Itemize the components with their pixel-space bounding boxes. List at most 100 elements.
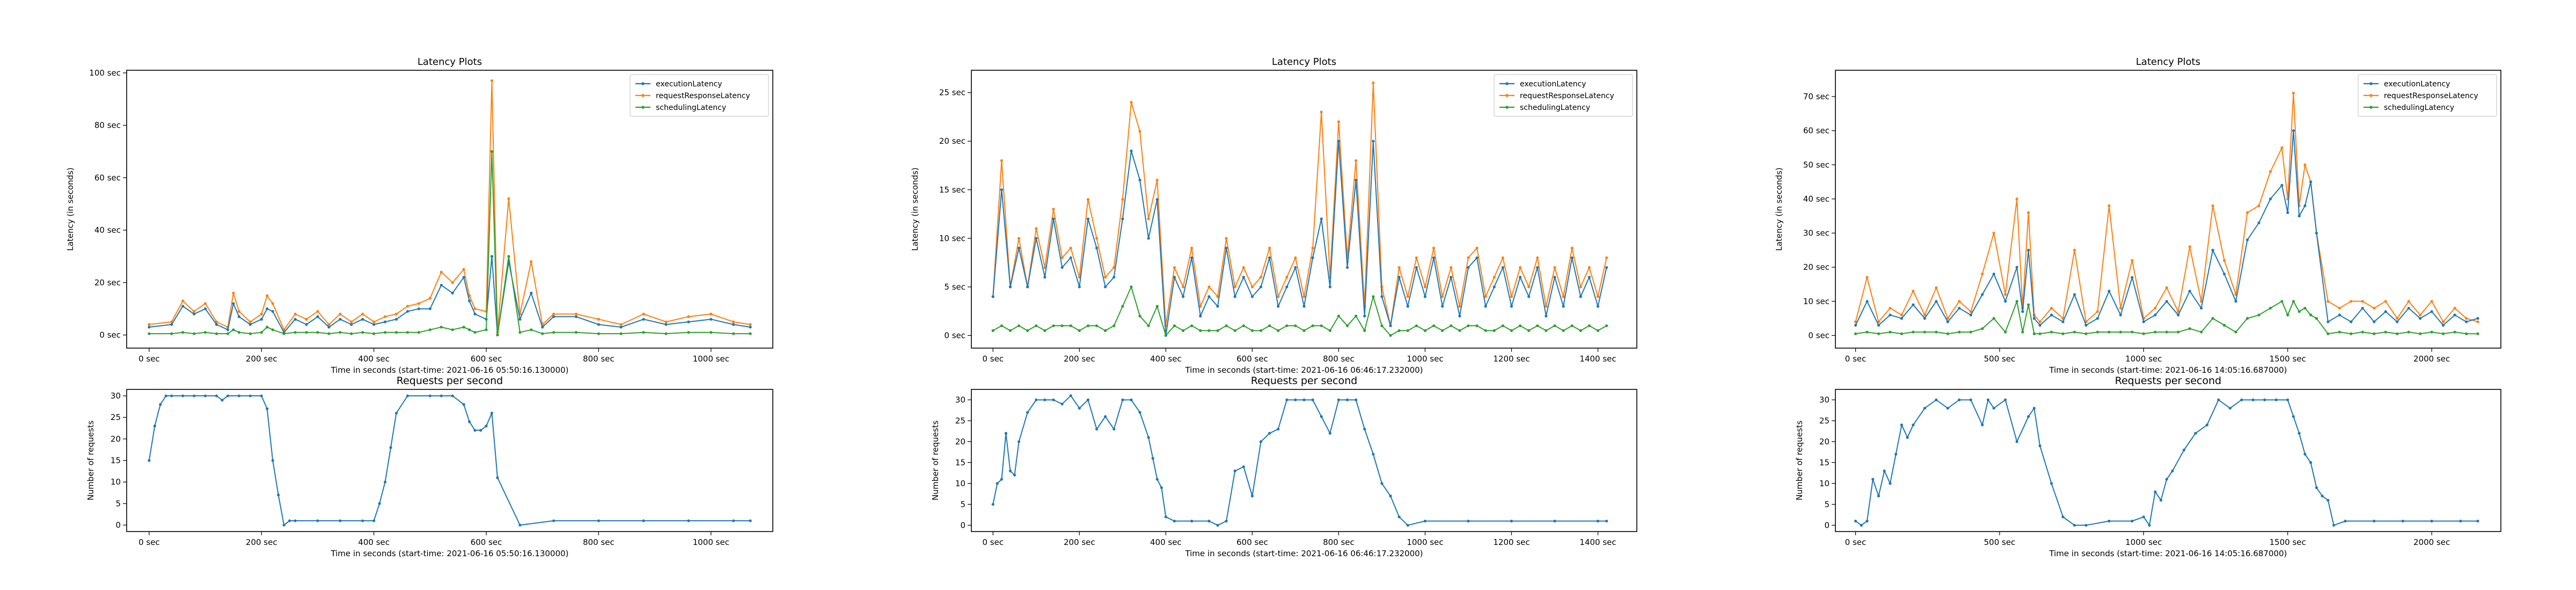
requests-point	[1233, 469, 1236, 473]
requests-point	[2315, 486, 2318, 489]
executionLatency-point	[541, 326, 544, 329]
requestResponseLatency-point	[1302, 295, 1306, 298]
x-tick-label: 200 sec	[246, 354, 277, 364]
executionLatency-point	[2338, 313, 2341, 316]
latency-plot-frame	[1835, 70, 2501, 349]
requestResponseLatency-point	[361, 312, 364, 316]
schedulingLatency-point	[2419, 332, 2422, 335]
executionLatency-point	[1545, 314, 1548, 318]
requests-point	[1860, 523, 1863, 527]
executionLatency-point	[1605, 266, 1608, 269]
requests-point	[384, 481, 387, 484]
schedulingLatency-point	[1450, 324, 1453, 327]
executionLatency-point	[664, 323, 668, 326]
schedulingLatency-point	[2004, 330, 2007, 334]
executionLatency-point	[1328, 285, 1331, 289]
requestResponseLatency-point	[394, 312, 398, 316]
executionLatency-point	[1121, 217, 1124, 220]
requestResponseLatency-point	[1553, 266, 1556, 269]
schedulingLatency-point	[2021, 330, 2024, 334]
requests-point	[1320, 415, 1323, 418]
requestResponseLatency-point	[1138, 130, 1141, 133]
y-tick-label: 15 sec	[939, 185, 965, 195]
schedulingLatency-point	[1328, 329, 1331, 332]
requestResponseLatency-point	[2154, 306, 2157, 310]
y-tick-label: 15	[111, 456, 121, 466]
rps-y-axis-label: Number of requests	[86, 421, 96, 500]
requests-point	[2228, 407, 2232, 410]
rps-x-axis-label: Time in seconds (start-time: 2021-06-16 …	[330, 549, 568, 558]
schedulingLatency-point	[1043, 329, 1046, 332]
requests-point	[1060, 402, 1064, 405]
requests-point	[2263, 398, 2266, 402]
executionLatency-point	[518, 318, 522, 321]
schedulingLatency-point	[1458, 329, 1461, 332]
requests-point	[552, 519, 555, 522]
requestResponseLatency-point	[1121, 198, 1124, 201]
executionLatency-point	[2315, 231, 2318, 235]
requestResponseLatency-point	[1052, 208, 1055, 211]
requests-point	[1130, 398, 1133, 402]
requestResponseLatency-point	[1130, 101, 1133, 104]
x-tick-label: 0 sec	[138, 537, 160, 547]
schedulingLatency-point	[1138, 314, 1141, 318]
y-tick-label: 0 sec	[1808, 330, 1829, 340]
y-tick-label: 15	[1819, 458, 1829, 467]
requests-point	[2240, 398, 2243, 402]
legend-label-requestResponseLatency: requestResponseLatency	[1520, 92, 1614, 100]
latency-y-axis-label: Latency (in seconds)	[910, 167, 920, 251]
schedulingLatency-point	[541, 332, 544, 335]
x-tick-label: 200 sec	[246, 537, 277, 547]
requests-point	[996, 482, 999, 485]
requestResponseLatency-point	[1912, 290, 1915, 293]
executionLatency-point	[260, 318, 263, 321]
schedulingLatency-point	[316, 331, 319, 334]
executionLatency-point	[1475, 256, 1479, 260]
requests-point	[2344, 519, 2347, 523]
x-tick-label: 1000 sec	[693, 537, 729, 547]
schedulingLatency-point	[1441, 329, 1444, 332]
requests-point	[2194, 432, 2197, 435]
executionLatency-point	[1069, 256, 1072, 260]
x-tick-label: 1200 sec	[1493, 537, 1529, 547]
schedulingLatency-point	[361, 331, 364, 334]
requestResponseLatency-point	[1854, 320, 1857, 323]
schedulingLatency-point	[1285, 324, 1289, 327]
requests-point	[1225, 519, 1228, 523]
requestResponseLatency-point	[1277, 295, 1280, 298]
schedulingLatency-point	[1536, 324, 1539, 327]
schedulingLatency-point	[2453, 330, 2456, 334]
requests-point	[1086, 398, 1090, 402]
requests-point	[1900, 423, 1904, 426]
executionLatency-point	[2119, 313, 2123, 316]
requests-point	[1406, 523, 1409, 527]
executionLatency-point	[1113, 276, 1116, 279]
x-tick-label: 0 sec	[138, 354, 160, 364]
schedulingLatency-point	[193, 332, 196, 335]
requestResponseLatency-point	[2027, 211, 2030, 214]
requestResponseLatency-point	[1147, 217, 1150, 220]
executionLatency-point	[2107, 290, 2111, 293]
rps-plot-frame	[971, 389, 1637, 532]
requests-point	[2303, 453, 2307, 456]
requests-point	[1337, 398, 1341, 402]
y-tick-label: 60 sec	[1803, 126, 1829, 136]
executionLatency-line	[1855, 130, 2478, 326]
requestResponseLatency-line	[1855, 92, 2478, 322]
executionLatency-point	[2096, 317, 2099, 320]
requestResponseLatency-point	[316, 309, 319, 313]
requests-point	[1380, 482, 1384, 485]
schedulingLatency-point	[2223, 323, 2226, 327]
y-tick-label: 0	[960, 520, 965, 530]
requests-point	[2032, 407, 2036, 410]
latency-chart-1: 0 sec 200 sec 400 sec 600 sec 800 sec 1000 se…	[65, 56, 773, 375]
requestResponseLatency-point	[2338, 306, 2341, 310]
x-tick-label: 200 sec	[1064, 354, 1095, 364]
executionLatency-point	[1969, 313, 1972, 316]
executionLatency-point	[1233, 295, 1236, 298]
latency-x-axis-label: Time in seconds (start-time: 2021-06-16 …	[1184, 365, 1423, 375]
schedulingLatency-line	[992, 286, 1607, 336]
y-tick-label: 20 sec	[939, 136, 965, 146]
schedulingLatency-point	[1095, 324, 1099, 327]
x-tick-label: 500 sec	[1984, 354, 2016, 364]
